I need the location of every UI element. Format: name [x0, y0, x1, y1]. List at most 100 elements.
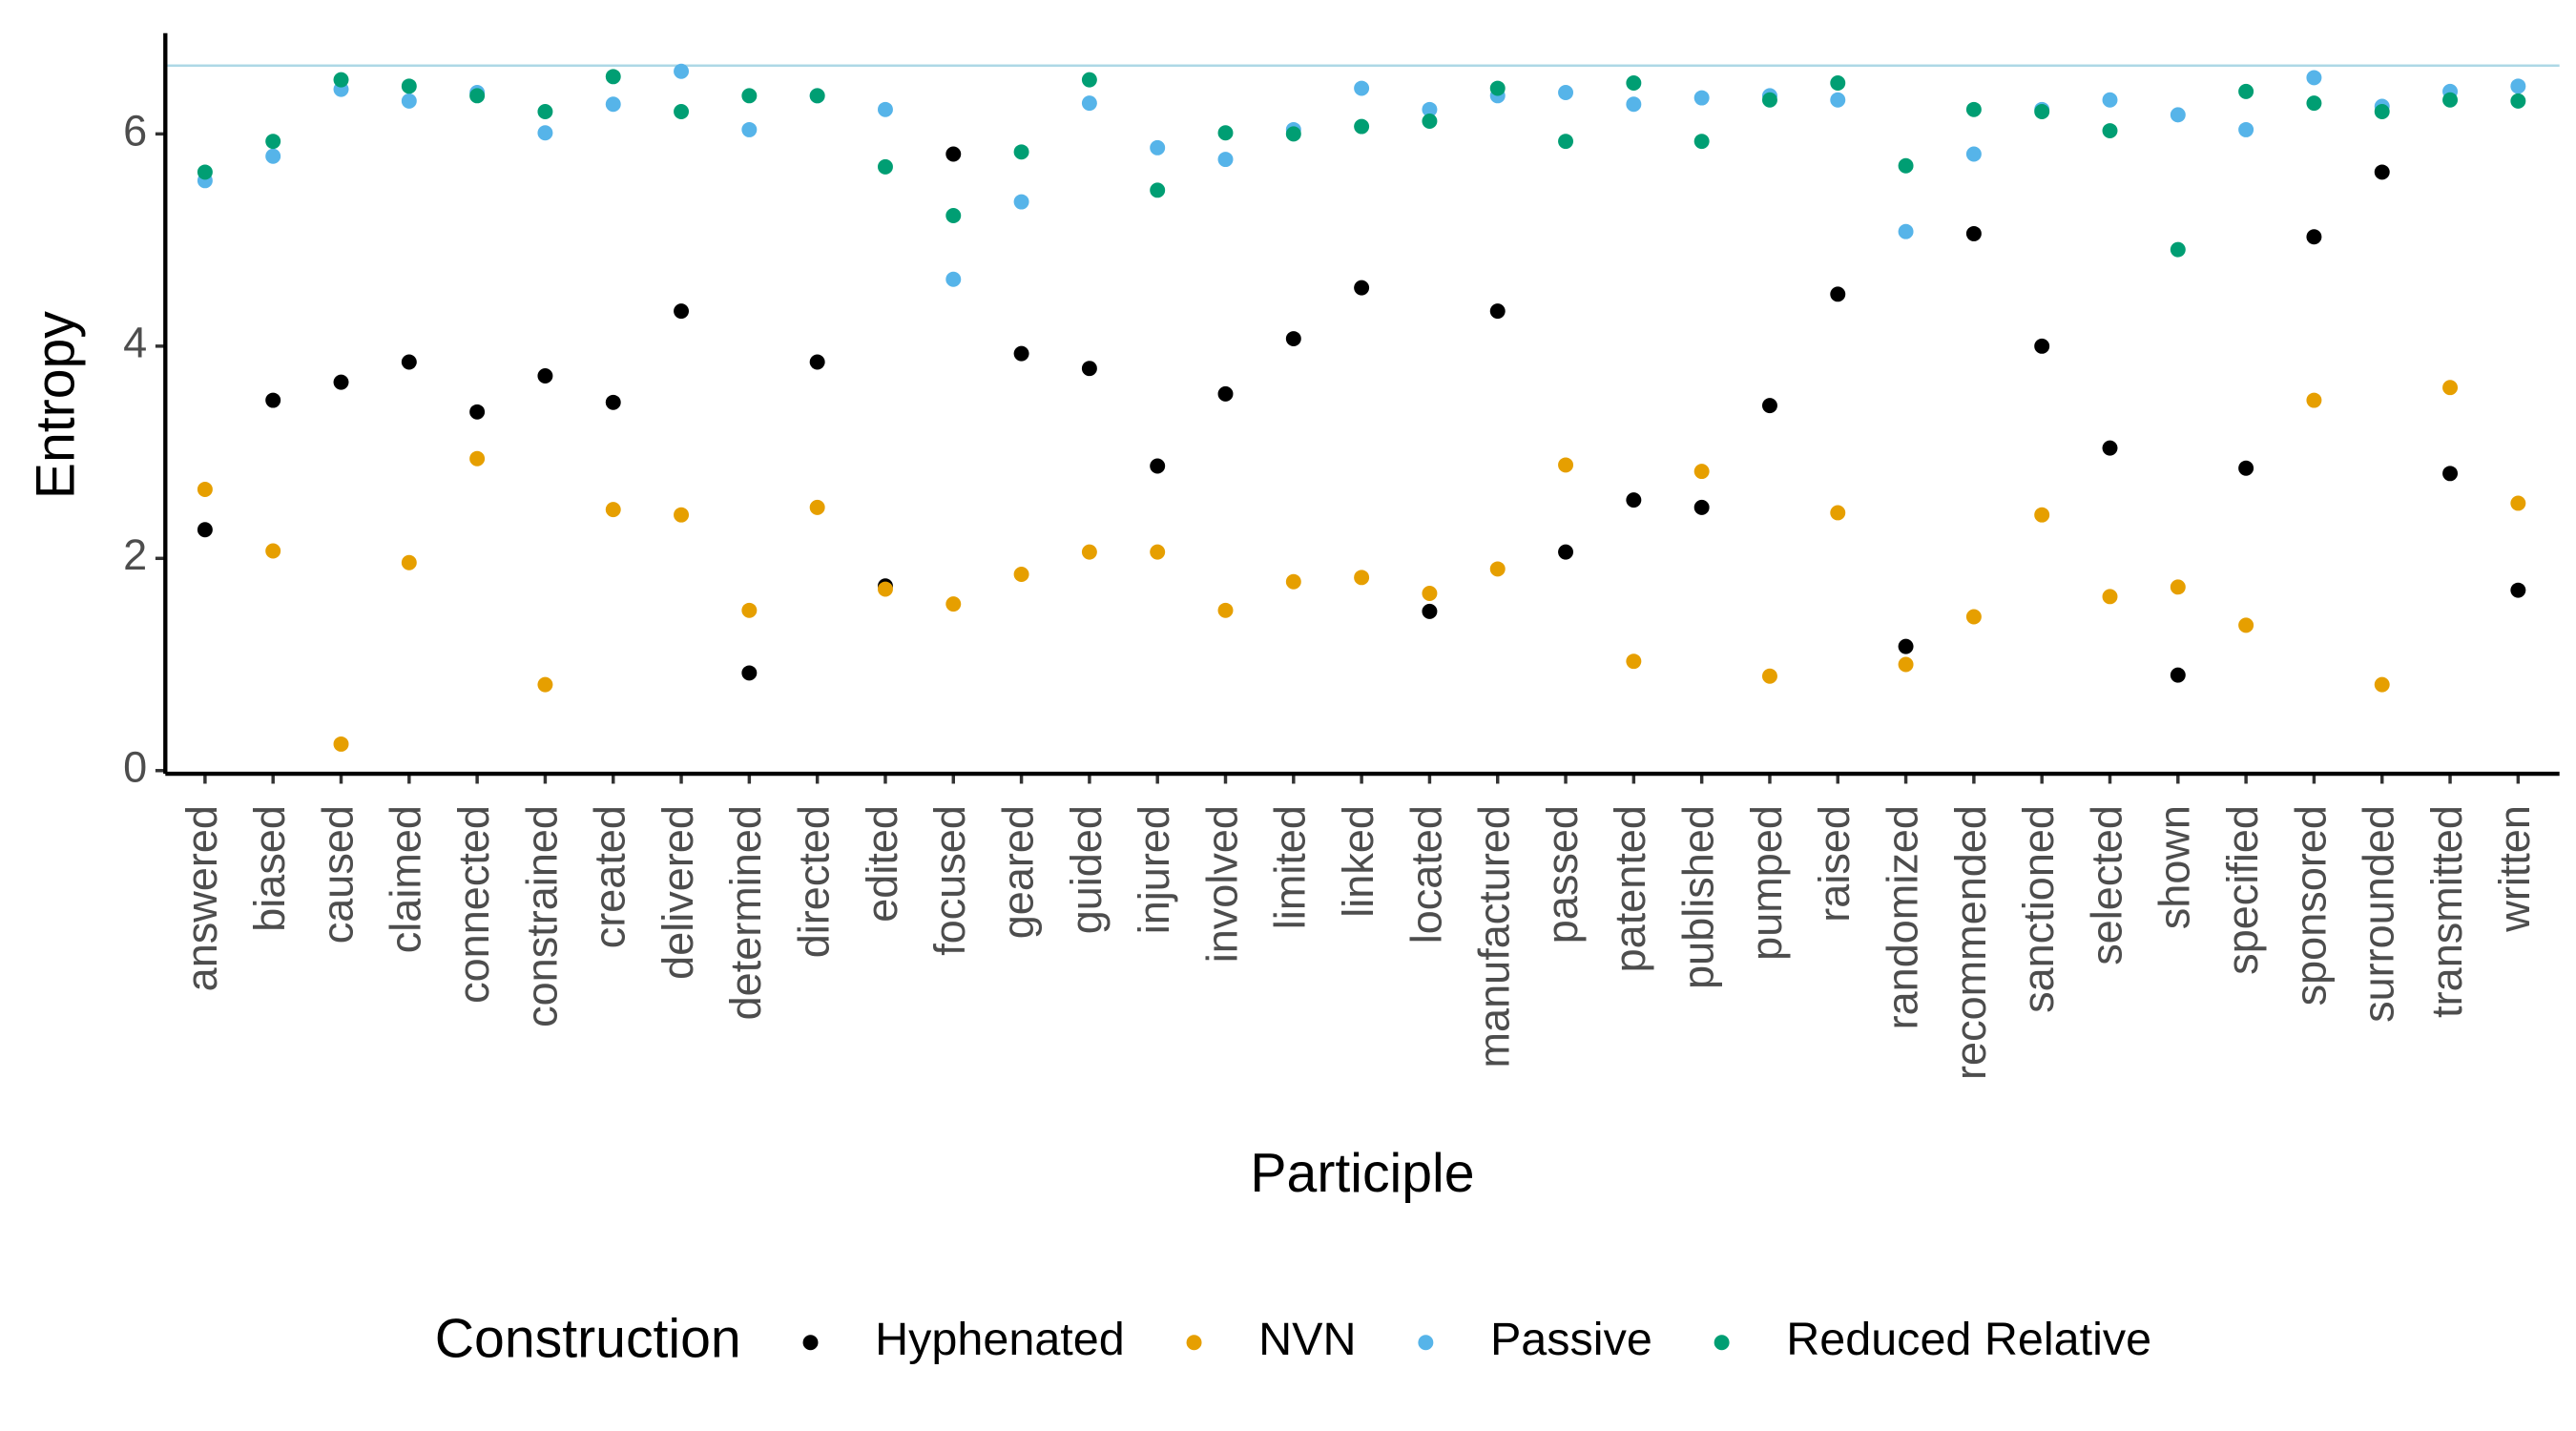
point — [197, 522, 213, 538]
point — [1558, 85, 1574, 100]
point — [1354, 80, 1370, 96]
point — [2238, 121, 2254, 137]
point — [1013, 345, 1029, 362]
point — [1150, 458, 1166, 474]
point — [401, 354, 417, 370]
point — [945, 596, 962, 612]
point — [741, 121, 758, 137]
point — [2306, 95, 2322, 112]
point — [2170, 241, 2186, 258]
point — [605, 96, 621, 113]
y-tick-label: 4 — [123, 319, 147, 367]
point — [2374, 676, 2390, 693]
point — [809, 499, 825, 515]
point — [1422, 114, 1438, 129]
point — [2170, 667, 2186, 683]
point — [469, 88, 486, 104]
point — [1693, 90, 1710, 106]
legend-marker — [1186, 1335, 1202, 1351]
x-tick-label: answered — [177, 805, 226, 991]
point — [2102, 440, 2118, 456]
point — [1898, 157, 1914, 174]
point — [1013, 144, 1029, 160]
point — [197, 164, 213, 180]
point — [333, 374, 349, 390]
point — [2510, 78, 2526, 94]
point — [2510, 93, 2526, 109]
point — [1150, 544, 1166, 560]
x-tick-label: pumped — [1742, 805, 1791, 961]
point — [1081, 72, 1097, 88]
point — [945, 208, 962, 223]
point — [741, 665, 758, 681]
x-tick-label: biased — [245, 805, 294, 932]
point — [2034, 104, 2050, 119]
point — [2238, 617, 2254, 633]
point — [197, 482, 213, 497]
point — [2442, 92, 2459, 108]
point — [537, 104, 553, 119]
x-tick-label: edited — [858, 805, 906, 923]
point — [1422, 101, 1438, 117]
point — [2374, 104, 2390, 119]
point — [1830, 92, 1846, 108]
legend-label: Reduced Relative — [1786, 1314, 2151, 1365]
point — [2034, 507, 2050, 523]
point — [1626, 492, 1642, 508]
point — [1626, 75, 1642, 91]
legend-marker — [1714, 1335, 1730, 1351]
point — [469, 404, 486, 420]
point — [1489, 561, 1506, 577]
x-tick-label: directed — [790, 805, 839, 958]
x-tick-label: delivered — [654, 805, 702, 980]
point — [674, 104, 690, 119]
point — [2102, 123, 2118, 139]
x-tick-label: focused — [925, 805, 974, 956]
point — [469, 450, 486, 467]
point — [1081, 544, 1097, 560]
x-tick-label: determined — [721, 805, 770, 1020]
x-tick-label: guided — [1062, 805, 1111, 934]
point — [605, 394, 621, 410]
point — [333, 736, 349, 752]
point — [1081, 361, 1097, 377]
x-tick-label: geared — [993, 805, 1042, 939]
point — [1285, 331, 1301, 347]
point — [537, 125, 553, 141]
x-tick-label: written — [2490, 805, 2539, 933]
legend-label: Hyphenated — [875, 1314, 1125, 1365]
point — [877, 158, 893, 175]
point — [1965, 101, 1982, 117]
point — [809, 88, 825, 104]
legend-title: Construction — [435, 1308, 741, 1369]
point — [741, 602, 758, 618]
x-tick-label: located — [1402, 805, 1450, 944]
point — [333, 72, 349, 88]
point — [2306, 70, 2322, 86]
point — [2510, 582, 2526, 598]
point — [401, 78, 417, 94]
x-tick-label: caused — [313, 805, 362, 944]
point — [2306, 229, 2322, 245]
point — [1489, 303, 1506, 320]
point — [2238, 83, 2254, 99]
x-tick-label: sponsored — [2286, 805, 2335, 1006]
point — [1150, 182, 1166, 198]
point — [1898, 223, 1914, 239]
point — [605, 69, 621, 85]
x-tick-label: surrounded — [2355, 805, 2403, 1023]
point — [1965, 146, 1982, 162]
point — [2510, 495, 2526, 511]
point — [537, 676, 553, 693]
x-tick-label: linked — [1334, 805, 1382, 918]
point — [1013, 567, 1029, 582]
point — [2442, 380, 2459, 396]
point — [1626, 653, 1642, 670]
point — [1354, 570, 1370, 586]
point — [1354, 280, 1370, 296]
point — [2442, 466, 2459, 482]
point — [265, 543, 281, 559]
point — [1693, 464, 1710, 480]
x-tick-label: involved — [1197, 805, 1246, 963]
x-tick-label: published — [1674, 805, 1723, 989]
